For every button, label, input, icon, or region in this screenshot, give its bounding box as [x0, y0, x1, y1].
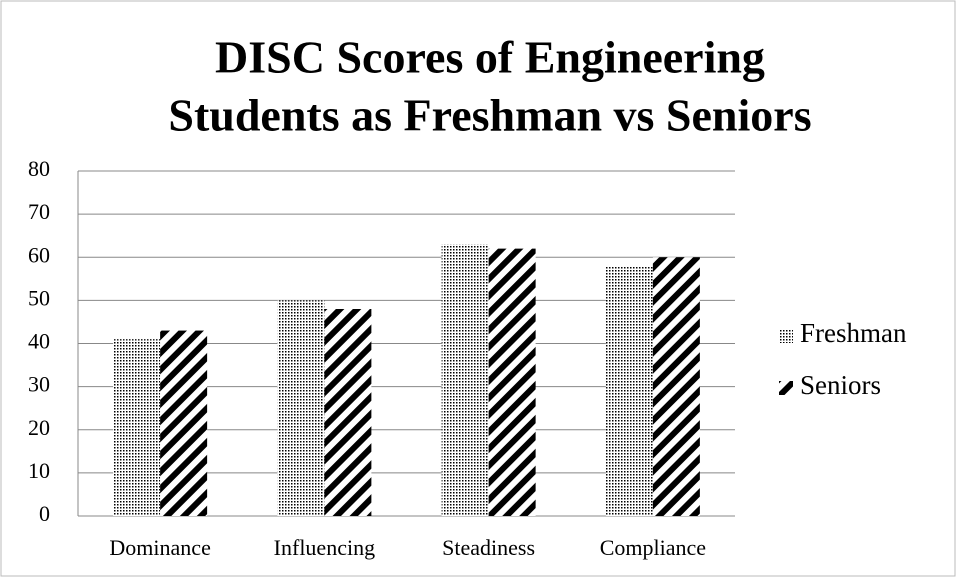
legend-swatch — [779, 329, 793, 343]
legend-swatch — [779, 381, 793, 395]
x-tick-label: Steadiness — [442, 535, 535, 560]
chart-title: DISC Scores of Engineering — [215, 32, 765, 83]
y-tick-label: 70 — [28, 199, 50, 224]
bar — [488, 248, 536, 516]
bar — [441, 244, 489, 516]
bar — [113, 339, 161, 516]
bar — [652, 257, 700, 516]
legend-label: Seniors — [800, 370, 881, 400]
y-tick-label: 20 — [28, 415, 50, 440]
y-tick-label: 30 — [28, 372, 50, 397]
chart-title: Students as Freshman vs Seniors — [168, 90, 811, 141]
x-tick-label: Dominance — [109, 535, 210, 560]
y-tick-label: 50 — [28, 285, 50, 310]
bar — [324, 309, 372, 516]
y-tick-label: 60 — [28, 242, 50, 267]
x-tick-label: Compliance — [600, 535, 706, 560]
y-tick-label: 40 — [28, 329, 50, 354]
y-tick-label: 0 — [39, 501, 50, 526]
x-tick-label: Influencing — [274, 535, 375, 560]
bar — [277, 300, 325, 516]
y-tick-label: 80 — [28, 156, 50, 181]
bar — [160, 330, 208, 516]
bar — [605, 265, 653, 516]
y-tick-label: 10 — [28, 458, 50, 483]
legend-label: Freshman — [800, 318, 907, 348]
